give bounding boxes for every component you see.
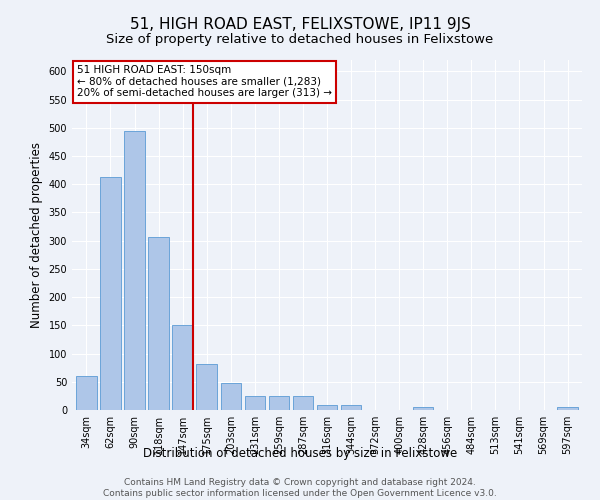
Text: Distribution of detached houses by size in Felixstowe: Distribution of detached houses by size … [143, 448, 457, 460]
Bar [172, 326, 193, 410]
Bar [557, 407, 578, 410]
Bar [269, 396, 289, 410]
Text: Size of property relative to detached houses in Felixstowe: Size of property relative to detached ho… [106, 32, 494, 46]
Bar [293, 396, 313, 410]
Bar [148, 236, 169, 410]
Bar [76, 376, 97, 410]
Bar [196, 364, 217, 410]
Bar [413, 407, 433, 410]
Bar [245, 396, 265, 410]
Bar [100, 177, 121, 410]
Bar [221, 384, 241, 410]
Bar [341, 406, 361, 410]
Bar [124, 130, 145, 410]
Text: 51 HIGH ROAD EAST: 150sqm
← 80% of detached houses are smaller (1,283)
20% of se: 51 HIGH ROAD EAST: 150sqm ← 80% of detac… [77, 66, 332, 98]
Text: Contains HM Land Registry data © Crown copyright and database right 2024.
Contai: Contains HM Land Registry data © Crown c… [103, 478, 497, 498]
Bar [317, 406, 337, 410]
Y-axis label: Number of detached properties: Number of detached properties [30, 142, 43, 328]
Text: 51, HIGH ROAD EAST, FELIXSTOWE, IP11 9JS: 51, HIGH ROAD EAST, FELIXSTOWE, IP11 9JS [130, 18, 470, 32]
